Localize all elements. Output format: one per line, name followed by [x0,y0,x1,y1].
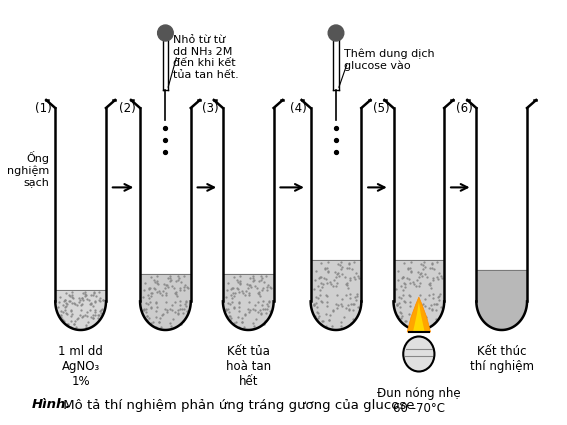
Polygon shape [140,104,191,301]
Text: (1): (1) [35,102,52,115]
Polygon shape [311,301,361,330]
Polygon shape [476,301,527,330]
Polygon shape [312,260,361,301]
Text: (4): (4) [290,102,307,115]
Text: Nhỏ từ từ
dd NH₃ 2M
đến khi kết
tủa tan hết.: Nhỏ từ từ dd NH₃ 2M đến khi kết tủa tan … [174,35,239,80]
Text: Hình.: Hình. [32,399,71,411]
Polygon shape [56,301,106,330]
Text: Thêm dung dịch
glucose vào: Thêm dung dịch glucose vào [344,48,434,71]
Polygon shape [477,269,526,301]
Polygon shape [223,301,274,330]
Text: Đun nóng nhẹ
60 -70°C: Đun nóng nhẹ 60 -70°C [377,387,460,415]
Polygon shape [223,301,274,330]
Circle shape [328,25,344,41]
Polygon shape [223,104,274,301]
Polygon shape [476,301,527,330]
Polygon shape [413,302,425,332]
Text: (5): (5) [373,102,390,115]
Polygon shape [393,104,444,301]
Polygon shape [476,104,527,301]
Text: (3): (3) [202,102,219,115]
Polygon shape [141,274,190,301]
Polygon shape [140,301,191,330]
Text: Ống
nghiệm
sạch: Ống nghiệm sạch [7,150,49,187]
Text: Kết thúc
thí nghiệm: Kết thúc thí nghiệm [469,345,534,373]
Polygon shape [393,301,444,330]
Text: Kết tủa
hoà tan
hết: Kết tủa hoà tan hết [226,345,271,388]
Polygon shape [140,301,191,330]
Text: (6): (6) [456,102,472,115]
Ellipse shape [403,337,434,371]
Text: Mô tả thí nghiệm phản ứng tráng gương của glucose: Mô tả thí nghiệm phản ứng tráng gương củ… [59,399,414,411]
Text: 1 ml dd
AgNO₃
1%: 1 ml dd AgNO₃ 1% [58,345,103,388]
Polygon shape [224,274,273,301]
Polygon shape [393,301,444,330]
Polygon shape [395,260,443,301]
Polygon shape [311,301,361,330]
Polygon shape [56,104,106,301]
Polygon shape [56,290,105,301]
Polygon shape [407,297,430,332]
Text: (2): (2) [120,102,136,115]
Polygon shape [56,301,106,330]
Circle shape [158,25,174,41]
Polygon shape [311,104,361,301]
